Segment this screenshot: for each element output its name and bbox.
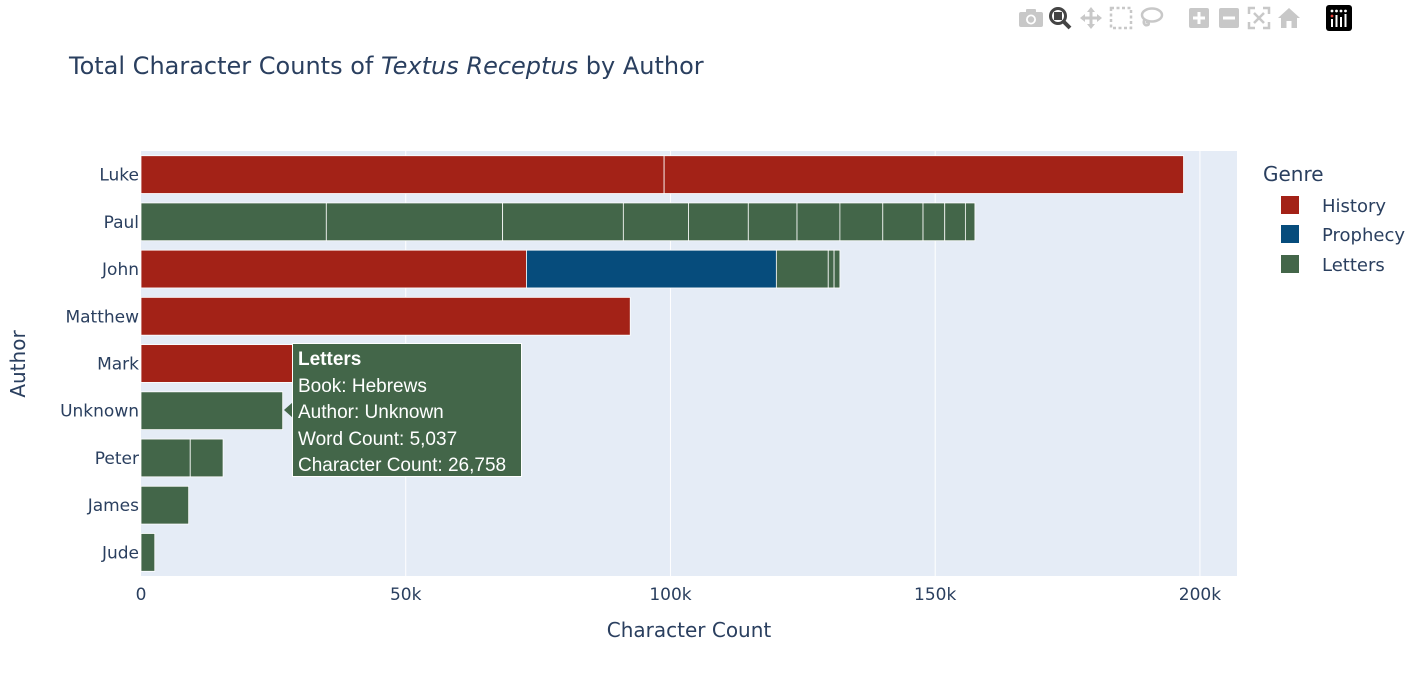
- bar-segment[interactable]: [622, 202, 689, 242]
- bar-segment[interactable]: [775, 249, 829, 289]
- y-tick-label: Luke: [99, 166, 139, 186]
- bar-segment[interactable]: [502, 202, 624, 242]
- bar-segment[interactable]: [922, 202, 946, 242]
- legend-item-history[interactable]: History: [1281, 196, 1386, 217]
- box-select-icon[interactable]: [1106, 4, 1136, 32]
- tooltip-character-count: Character Count: 26,758: [298, 455, 507, 476]
- bar-segment[interactable]: [688, 202, 749, 242]
- zoom-out-icon[interactable]: [1214, 4, 1244, 32]
- y-tick-label: Unknown: [60, 402, 139, 422]
- bar-segment[interactable]: [796, 202, 841, 242]
- bar-segment[interactable]: [140, 202, 327, 242]
- y-tick-label: Matthew: [65, 307, 139, 327]
- legend[interactable]: Genre History Prophecy Letters: [1263, 162, 1405, 276]
- bar-segment[interactable]: [140, 533, 156, 572]
- y-axis-title: Author: [6, 330, 30, 398]
- legend-label-prophecy: Prophecy: [1322, 225, 1405, 246]
- x-axis-ticks: 0 50k 100k 150k 200k: [136, 585, 1222, 605]
- pan-icon[interactable]: [1076, 4, 1106, 32]
- legend-label-letters: Letters: [1322, 255, 1385, 276]
- y-tick-label: Jude: [101, 543, 139, 563]
- tooltip-word-count: Word Count: 5,037: [298, 428, 458, 450]
- hover-tooltip: Letters Book: Hebrews Author: Unknown Wo…: [292, 343, 522, 477]
- bar-segment[interactable]: [747, 202, 798, 242]
- bar-segment[interactable]: [964, 202, 976, 242]
- legend-swatch-letters: [1281, 255, 1299, 273]
- bar-segment[interactable]: [827, 249, 835, 289]
- legend-item-letters[interactable]: Letters: [1281, 255, 1385, 276]
- y-axis-ticks: Luke Paul John Matthew Mark Unknown Peter James…: [60, 166, 139, 564]
- bar-segment[interactable]: [944, 202, 966, 242]
- bars[interactable]: [140, 155, 1184, 572]
- y-tick-label: Mark: [97, 355, 139, 375]
- bar-segment[interactable]: [839, 202, 884, 242]
- y-tick-label: John: [101, 260, 139, 280]
- legend-label-history: History: [1322, 196, 1386, 217]
- bar-segment[interactable]: [140, 391, 284, 431]
- y-tick-label: James: [87, 496, 139, 516]
- bar-segment[interactable]: [140, 296, 631, 336]
- bar-segment[interactable]: [833, 249, 841, 289]
- legend-swatch-history: [1281, 196, 1299, 214]
- y-tick-label: Paul: [104, 213, 139, 233]
- bar-segment[interactable]: [140, 485, 190, 525]
- lasso-select-icon[interactable]: [1136, 4, 1166, 32]
- x-tick-label: 50k: [390, 585, 422, 605]
- tooltip-author: Author: Unknown: [298, 402, 444, 423]
- legend-title: Genre: [1263, 162, 1324, 186]
- y-tick-label: Peter: [95, 449, 139, 469]
- zoom-in-icon[interactable]: [1184, 4, 1214, 32]
- bar-segment[interactable]: [325, 202, 504, 242]
- x-tick-label: 0: [136, 585, 147, 605]
- autoscale-icon[interactable]: [1244, 4, 1274, 32]
- bar-segment[interactable]: [140, 438, 191, 478]
- camera-icon[interactable]: [1016, 4, 1046, 32]
- bar-segment[interactable]: [882, 202, 924, 242]
- legend-item-prophecy[interactable]: Prophecy: [1281, 225, 1405, 246]
- bar-segment[interactable]: [189, 438, 224, 478]
- legend-swatch-prophecy: [1281, 225, 1299, 243]
- tooltip-genre: Letters: [298, 349, 362, 370]
- bar-segment[interactable]: [140, 249, 527, 289]
- zoom-icon[interactable]: [1046, 4, 1076, 32]
- bar-segment[interactable]: [663, 155, 1184, 194]
- bar-segment[interactable]: [140, 155, 665, 194]
- plotly-logo-icon[interactable]: [1324, 4, 1354, 32]
- tooltip-book: Book: Hebrews: [298, 375, 427, 397]
- modebar: [1016, 4, 1354, 32]
- chart-title: Total Character Counts of Textus Receptu…: [68, 52, 704, 80]
- x-tick-label: 150k: [914, 585, 956, 605]
- reset-axes-icon[interactable]: [1274, 4, 1304, 32]
- bar-segment[interactable]: [526, 249, 777, 289]
- tooltip-pointer: [284, 402, 293, 418]
- x-tick-label: 100k: [649, 585, 691, 605]
- x-tick-label: 200k: [1179, 585, 1221, 605]
- x-axis-title: Character Count: [607, 618, 772, 642]
